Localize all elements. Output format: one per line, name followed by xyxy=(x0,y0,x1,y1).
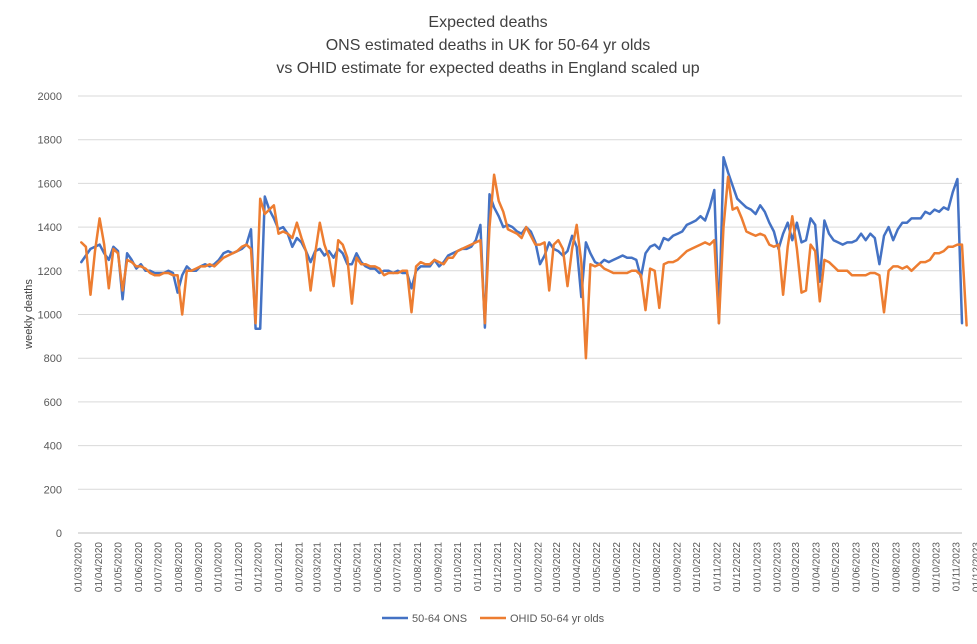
legend-label-ons: 50-64 ONS xyxy=(412,613,467,625)
x-tick-label: 01/04/2021 xyxy=(333,542,344,592)
x-tick-label: 01/09/2023 xyxy=(912,542,923,592)
x-tick-label: 01/02/2022 xyxy=(534,542,545,592)
x-tick-label: 01/04/2023 xyxy=(811,542,822,592)
y-tick-label: 800 xyxy=(44,353,62,365)
x-tick-label: 01/08/2022 xyxy=(652,542,663,592)
y-tick-label: 1800 xyxy=(38,135,62,147)
x-tick-label: 01/02/2021 xyxy=(294,542,305,592)
x-tick-label: 01/08/2021 xyxy=(413,542,424,592)
x-tick-label: 01/06/2023 xyxy=(851,542,862,592)
x-tick-label: 01/12/2022 xyxy=(732,542,743,592)
chart-title-line-3: vs OHID estimate for expected deaths in … xyxy=(276,60,699,77)
y-tick-label: 1400 xyxy=(38,222,62,234)
x-tick-label: 01/06/2022 xyxy=(612,542,623,592)
chart-title-line-2: ONS estimated deaths in UK for 50-64 yr … xyxy=(326,37,651,54)
x-tick-label: 01/05/2022 xyxy=(592,542,603,592)
y-tick-label: 400 xyxy=(44,441,62,453)
x-tick-label: 01/07/2023 xyxy=(871,542,882,592)
x-tick-label: 01/08/2020 xyxy=(174,542,185,592)
x-tick-label: 01/03/2023 xyxy=(791,542,802,592)
x-tick-label: 01/09/2020 xyxy=(194,542,205,592)
x-tick-label: 01/07/2022 xyxy=(632,542,643,592)
x-tick-label: 01/12/2023 xyxy=(971,542,977,592)
x-tick-label: 01/12/2021 xyxy=(493,542,504,592)
y-axis-label: weekly deaths xyxy=(23,279,35,350)
x-tick-label: 01/03/2021 xyxy=(313,542,324,592)
x-tick-label: 01/08/2023 xyxy=(891,542,902,592)
x-tick-label: 01/07/2020 xyxy=(153,542,164,592)
x-tick-label: 01/05/2021 xyxy=(353,542,364,592)
x-tick-label: 01/10/2021 xyxy=(453,542,464,592)
y-tick-label: 0 xyxy=(56,528,62,540)
y-tick-label: 2000 xyxy=(38,91,62,103)
y-tick-label: 1600 xyxy=(38,178,62,190)
x-tick-label: 01/11/2020 xyxy=(234,542,245,592)
x-tick-label: 01/01/2022 xyxy=(513,542,524,592)
x-tick-label: 01/03/2022 xyxy=(552,542,563,592)
x-tick-label: 01/11/2022 xyxy=(712,542,723,592)
y-tick-label: 200 xyxy=(44,484,62,496)
x-tick-label: 01/05/2020 xyxy=(114,542,125,592)
y-tick-label: 1200 xyxy=(38,266,62,278)
x-tick-label: 01/09/2022 xyxy=(672,542,683,592)
x-tick-label: 01/06/2020 xyxy=(134,542,145,592)
x-tick-label: 01/03/2020 xyxy=(74,542,85,592)
x-tick-label: 01/12/2020 xyxy=(254,542,265,592)
x-tick-label: 01/09/2021 xyxy=(433,542,444,592)
x-tick-label: 01/07/2021 xyxy=(393,542,404,592)
x-tick-label: 01/02/2023 xyxy=(773,542,784,592)
x-tick-label: 01/10/2023 xyxy=(931,542,942,592)
x-tick-label: 01/11/2023 xyxy=(952,542,963,592)
y-tick-label: 600 xyxy=(44,397,62,409)
chart-title-line-1: Expected deaths xyxy=(428,14,547,31)
x-tick-label: 01/10/2020 xyxy=(214,542,225,592)
x-tick-label: 01/11/2021 xyxy=(473,542,484,592)
x-tick-label: 01/10/2022 xyxy=(692,542,703,592)
x-tick-label: 01/06/2021 xyxy=(373,542,384,592)
y-tick-label: 1000 xyxy=(38,310,62,322)
legend-label-ohid: OHID 50-64 yr olds xyxy=(510,613,605,625)
x-tick-label: 01/01/2023 xyxy=(752,542,763,592)
x-tick-label: 01/01/2021 xyxy=(274,542,285,592)
x-tick-label: 01/05/2023 xyxy=(831,542,842,592)
x-tick-label: 01/04/2022 xyxy=(572,542,583,592)
x-tick-label: 01/04/2020 xyxy=(94,542,105,592)
